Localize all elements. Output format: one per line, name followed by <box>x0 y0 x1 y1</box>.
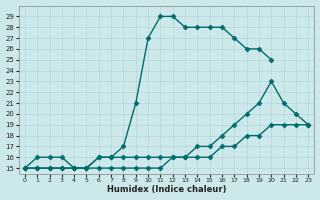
X-axis label: Humidex (Indice chaleur): Humidex (Indice chaleur) <box>107 185 226 194</box>
